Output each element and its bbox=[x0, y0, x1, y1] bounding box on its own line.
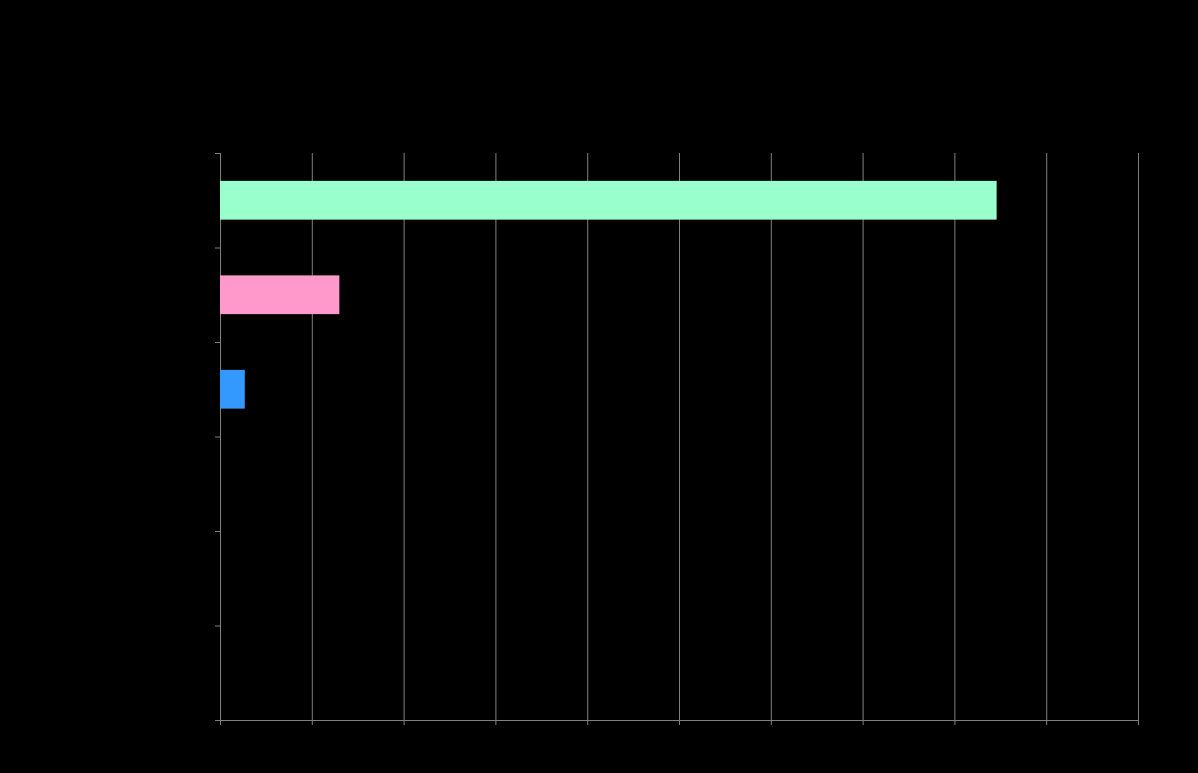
bar-0 bbox=[220, 180, 997, 220]
gridlines bbox=[311, 153, 1139, 720]
bars bbox=[220, 180, 997, 409]
axes bbox=[215, 153, 1139, 725]
bar-2 bbox=[220, 369, 245, 409]
bar-1 bbox=[220, 275, 340, 315]
